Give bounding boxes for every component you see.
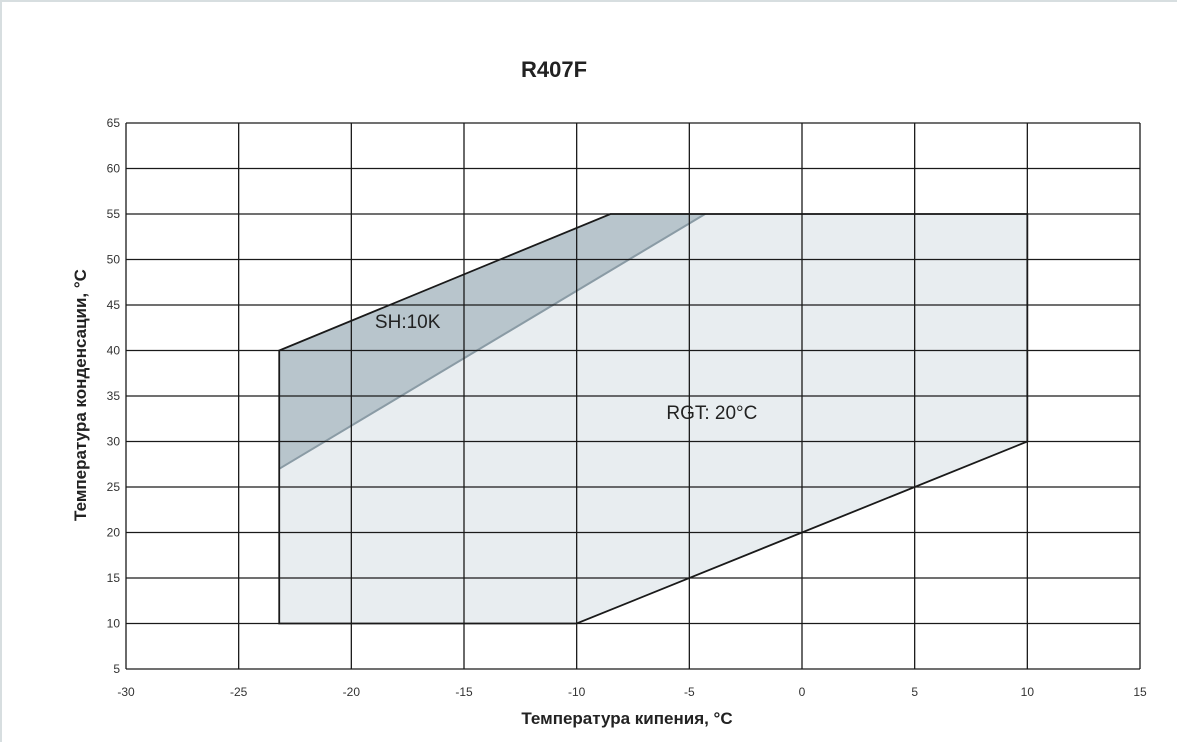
y-tick-label: 20 <box>107 526 121 540</box>
x-tick-label: -5 <box>684 685 695 699</box>
x-tick-label: 5 <box>911 685 918 699</box>
y-tick-label: 30 <box>107 435 121 449</box>
regions <box>278 213 1028 624</box>
x-tick-label: -20 <box>343 685 361 699</box>
y-tick-label: 15 <box>107 571 121 585</box>
tick-labels: -30 -25 -20 -15 -10 -5 0 5 10 15 5 10 15 20 25 30 35 40 45… <box>107 116 1147 699</box>
x-tick-label: -30 <box>117 685 135 699</box>
x-tick-label: -15 <box>455 685 473 699</box>
y-tick-label: 55 <box>107 207 121 221</box>
y-tick-label: 5 <box>113 662 120 676</box>
x-tick-label: 10 <box>1021 685 1035 699</box>
y-tick-label: 40 <box>107 344 121 358</box>
x-axis-label: Температура кипения, °C <box>521 709 732 728</box>
y-tick-label: 50 <box>107 253 121 267</box>
rgt-label: RGT: 20°C <box>666 403 757 424</box>
y-tick-label: 65 <box>107 116 121 130</box>
region-rgt-outline <box>278 213 1029 625</box>
sh-label: SH:10K <box>375 312 441 333</box>
annotations: SH:10K RGT: 20°C <box>278 213 1029 625</box>
x-tick-label: -25 <box>230 685 248 699</box>
y-tick-label: 60 <box>107 162 121 176</box>
y-tick-label: 35 <box>107 389 121 403</box>
y-tick-label: 45 <box>107 298 121 312</box>
y-tick-label: 25 <box>107 480 121 494</box>
x-tick-label: 15 <box>1133 685 1147 699</box>
chart-title: R407F <box>521 57 587 82</box>
y-tick-label: 10 <box>107 617 121 631</box>
y-axis-label: Температура конденсации, °C <box>71 269 90 521</box>
x-tick-label: 0 <box>799 685 806 699</box>
x-tick-label: -10 <box>568 685 586 699</box>
sh-boundary-line <box>278 213 706 470</box>
